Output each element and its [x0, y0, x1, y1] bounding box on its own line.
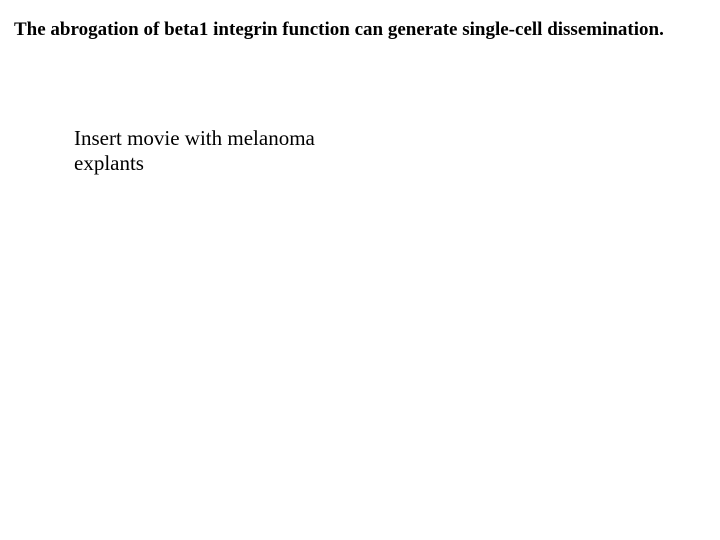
- slide-body-text: Insert movie with melanoma explants: [74, 126, 374, 176]
- slide-title: The abrogation of beta1 integrin functio…: [14, 18, 706, 42]
- slide: The abrogation of beta1 integrin functio…: [0, 0, 720, 540]
